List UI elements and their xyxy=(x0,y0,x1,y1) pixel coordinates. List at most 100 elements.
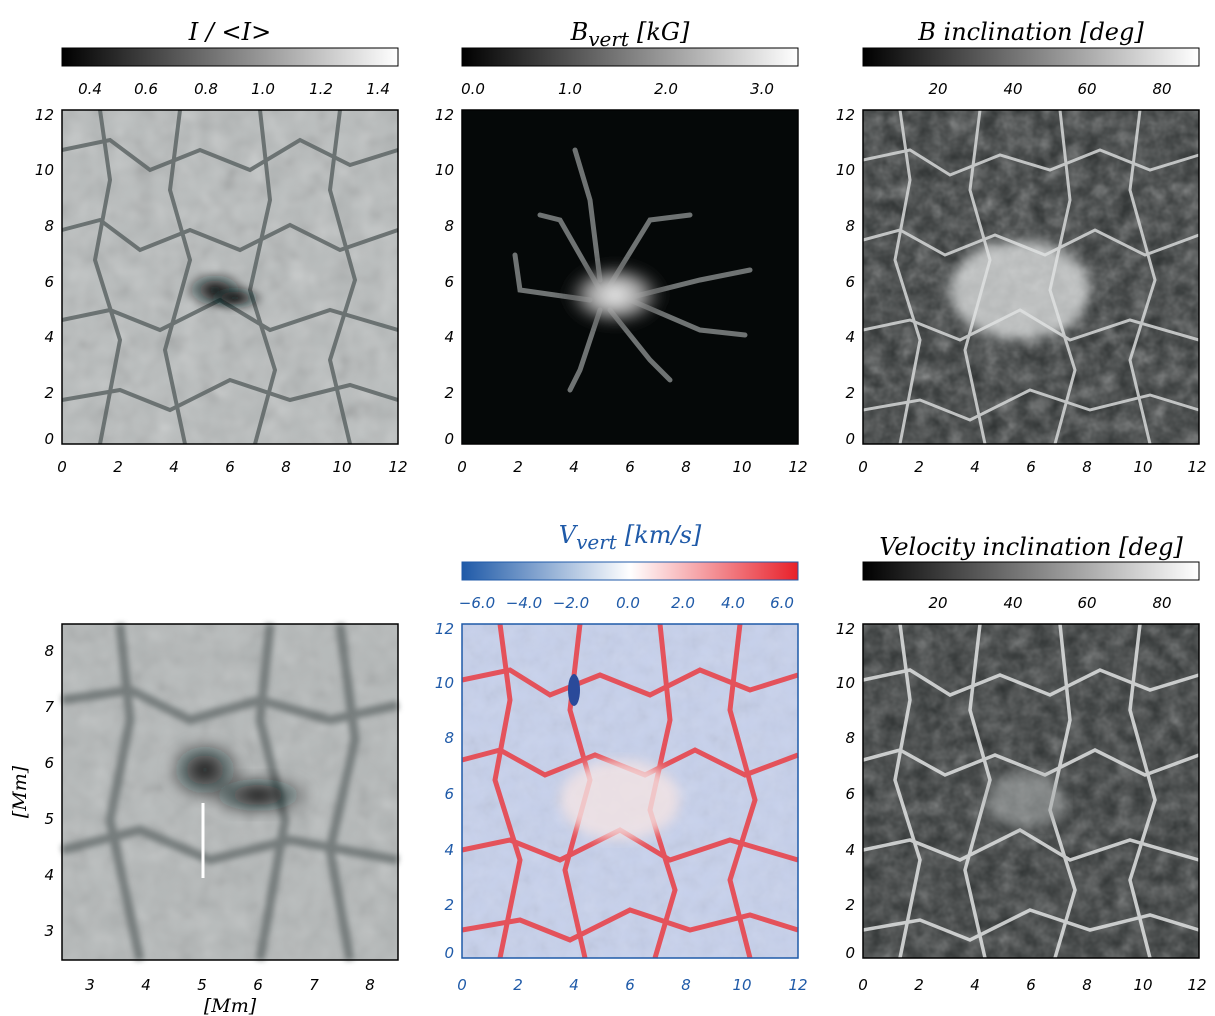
plot-frame xyxy=(862,109,1200,445)
y-ticks-bvert: 0 2 4 6 8 10 12 xyxy=(435,106,454,448)
title-main: V xyxy=(559,521,579,549)
x-tick: 0 xyxy=(858,976,868,994)
y-tick: 10 xyxy=(435,674,454,692)
x-tick: 2 xyxy=(513,458,523,476)
x-ticks-intensity-zoom: 3 4 5 6 7 8 xyxy=(85,976,375,994)
y-tick: 0 xyxy=(845,430,855,448)
x-tick: 6 xyxy=(625,976,635,994)
cbar-tick: −2.0 xyxy=(553,594,589,612)
y-tick: 2 xyxy=(444,384,454,402)
y-tick: 6 xyxy=(44,754,54,772)
x-tick: 12 xyxy=(1187,976,1206,994)
title-unit: [km/s] xyxy=(625,521,702,549)
colorbar-b-inclination xyxy=(862,47,1200,67)
x-tick: 8 xyxy=(1082,458,1092,476)
cbar-tick: 0.6 xyxy=(134,80,158,98)
x-tick: 2 xyxy=(513,976,523,994)
cbar-tick: 2.0 xyxy=(671,594,695,612)
image-velocity-inclination xyxy=(862,623,1200,959)
y-tick: 8 xyxy=(444,729,454,747)
y-tick: 0 xyxy=(444,430,454,448)
cbar-tick: 1.0 xyxy=(251,80,275,98)
x-tick: 10 xyxy=(1133,976,1152,994)
x-tick: 0 xyxy=(457,458,467,476)
x-ticks-bvert: 0 2 4 6 8 10 12 xyxy=(457,458,807,476)
x-tick: 4 xyxy=(141,976,151,994)
x-tick: 0 xyxy=(858,458,868,476)
colorbar-vvert xyxy=(461,561,799,581)
cbar-tick: 20 xyxy=(928,594,947,612)
y-tick: 12 xyxy=(435,620,454,638)
panel-intensity: I / <I> 0.4 0.6 0.8 1.0 1.2 1.4 xyxy=(35,18,408,476)
y-tick: 6 xyxy=(845,273,855,291)
colorbar-ticks-vvert: −6.0 −4.0 −2.0 0.0 2.0 4.0 6.0 xyxy=(459,594,794,612)
x-tick: 6 xyxy=(1026,458,1036,476)
x-tick: 2 xyxy=(113,458,123,476)
y-tick: 8 xyxy=(444,217,454,235)
x-tick: 6 xyxy=(225,458,235,476)
cbar-tick: 40 xyxy=(1003,594,1022,612)
y-tick: 8 xyxy=(44,217,54,235)
y-axis-label: [Mm] xyxy=(9,765,31,818)
title-unit: [kG] xyxy=(637,18,690,46)
y-tick: 10 xyxy=(435,161,454,179)
y-tick: 2 xyxy=(444,896,454,914)
image-intensity xyxy=(61,109,399,445)
colorbar-ticks-velocity-inclination: 20 40 60 80 xyxy=(928,594,1171,612)
cbar-tick: 1.4 xyxy=(366,80,390,98)
x-ticks-velocity-inclination: 0 2 4 6 8 10 12 xyxy=(858,976,1206,994)
y-tick: 6 xyxy=(845,785,855,803)
image-intensity-zoom xyxy=(60,623,399,961)
y-tick: 12 xyxy=(35,106,54,124)
x-ticks-b-inclination: 0 2 4 6 8 10 12 xyxy=(858,458,1206,476)
image-b-inclination xyxy=(862,109,1200,445)
y-tick: 12 xyxy=(836,620,855,638)
cbar-tick: 1.2 xyxy=(309,80,333,98)
x-tick: 5 xyxy=(197,976,207,994)
x-tick: 12 xyxy=(788,976,807,994)
plot-frame xyxy=(61,623,399,961)
colorbar-velocity-inclination xyxy=(862,561,1200,581)
x-tick: 7 xyxy=(309,976,319,994)
colorbar-ticks-bvert: 0.0 1.0 2.0 3.0 xyxy=(461,80,774,98)
panel-bvert: Bvert [kG] 0.0 1.0 2.0 3.0 0 xyxy=(435,18,808,476)
panel-intensity-zoom: 3 4 5 6 7 8 [Mm] 3 4 5 6 7 8 [Mm] xyxy=(9,623,399,1016)
y-tick: 12 xyxy=(435,106,454,124)
cbar-tick: 4.0 xyxy=(721,594,745,612)
x-tick: 4 xyxy=(569,458,579,476)
cbar-tick: 1.0 xyxy=(558,80,582,98)
x-tick: 12 xyxy=(388,458,407,476)
x-ticks-intensity: 0 2 4 6 8 10 12 xyxy=(57,458,407,476)
panel-title-velocity-inclination: Velocity inclination [deg] xyxy=(879,533,1183,561)
panel-title-vvert: Vvert [km/s] xyxy=(559,521,702,554)
panel-title-bvert: Bvert [kG] xyxy=(570,18,690,51)
image-vvert xyxy=(461,623,799,959)
y-tick: 6 xyxy=(44,273,54,291)
y-tick: 10 xyxy=(836,674,855,692)
y-tick: 4 xyxy=(845,841,855,859)
x-tick: 6 xyxy=(253,976,263,994)
y-tick: 3 xyxy=(44,922,54,940)
x-tick: 4 xyxy=(569,976,579,994)
y-tick: 4 xyxy=(444,841,454,859)
panel-b-inclination: B inclination [deg] 20 40 60 80 xyxy=(836,18,1207,476)
plot-frame xyxy=(61,109,399,445)
y-tick: 2 xyxy=(845,896,855,914)
panel-velocity-inclination: Velocity inclination [deg] 20 40 60 80 xyxy=(836,533,1207,994)
colorbar-bvert xyxy=(461,47,799,67)
y-tick: 6 xyxy=(444,785,454,803)
cbar-tick: 60 xyxy=(1077,80,1096,98)
panel-title-intensity: I / <I> xyxy=(188,18,272,46)
colorbar-intensity xyxy=(61,47,399,67)
cbar-tick: 40 xyxy=(1003,80,1022,98)
x-tick: 8 xyxy=(365,976,375,994)
y-tick: 0 xyxy=(845,944,855,962)
x-tick: 8 xyxy=(281,458,291,476)
y-tick: 4 xyxy=(845,328,855,346)
colorbar-ticks-b-inclination: 20 40 60 80 xyxy=(928,80,1171,98)
x-tick: 4 xyxy=(169,458,179,476)
cbar-tick: 3.0 xyxy=(750,80,774,98)
x-tick: 6 xyxy=(1026,976,1036,994)
plot-frame xyxy=(862,623,1200,959)
